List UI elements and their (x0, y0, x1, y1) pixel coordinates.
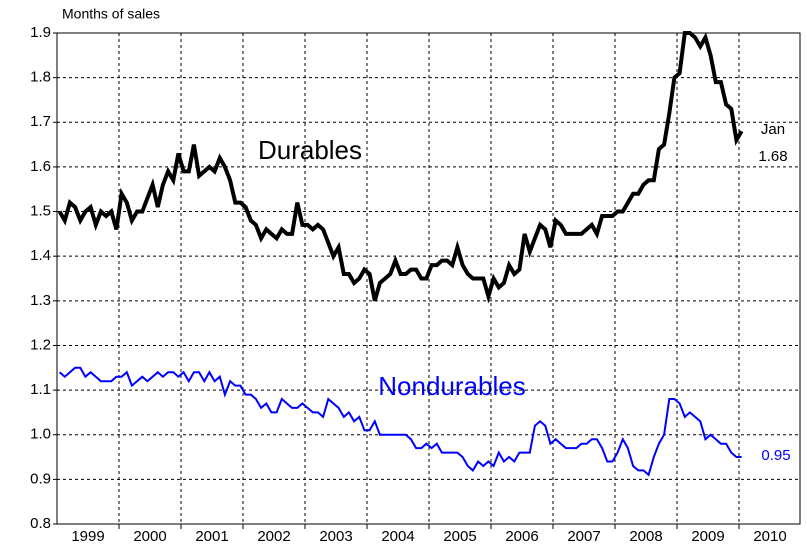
annotation: 1.68 (758, 148, 787, 165)
y-tick-label: 1.6 (30, 158, 51, 175)
series-label: Nondurables (378, 371, 525, 401)
y-tick-label: 1.2 (30, 336, 51, 353)
y-tick-label: 1.1 (30, 381, 51, 398)
y-tick-label: 1.9 (30, 24, 51, 41)
series-line (57, 31, 744, 304)
x-tick-label: 1999 (71, 528, 104, 545)
series-label: Durables (258, 135, 362, 165)
annotation: 0.95 (761, 447, 790, 464)
y-tick-label: 1.4 (30, 247, 51, 264)
x-tick-label: 2002 (257, 528, 290, 545)
x-tick-label: 2008 (629, 528, 662, 545)
annotation: Jan (761, 121, 785, 138)
y-tick-label: 1.3 (30, 292, 51, 309)
y-tick-label: 0.8 (30, 515, 51, 532)
series-line (58, 366, 742, 477)
x-tick-label: 2004 (381, 528, 414, 545)
y-tick-label: 1.7 (30, 113, 51, 130)
x-tick-label: 2010 (753, 528, 786, 545)
x-tick-label: 2003 (319, 528, 352, 545)
y-tick-label: 1.0 (30, 426, 51, 443)
y-axis-label: Months of sales (62, 6, 160, 22)
x-tick-label: 2006 (505, 528, 538, 545)
x-tick-label: 2007 (567, 528, 600, 545)
y-tick-label: 1.8 (30, 69, 51, 86)
x-tick-label: 2001 (195, 528, 228, 545)
y-tick-label: 0.9 (30, 470, 51, 487)
x-tick-label: 2000 (133, 528, 166, 545)
x-tick-label: 2009 (691, 528, 724, 545)
plot-frame (56, 32, 801, 525)
y-tick-label: 1.5 (30, 203, 51, 220)
x-tick-label: 2005 (443, 528, 476, 545)
